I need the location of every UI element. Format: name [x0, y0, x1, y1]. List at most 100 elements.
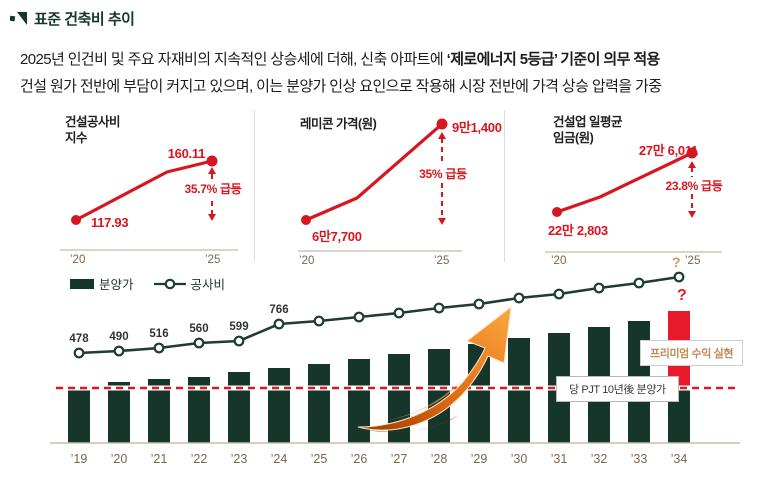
panel-divider	[504, 110, 505, 262]
intro-paragraph: 2025년 인건비 및 주요 자재비의 지속적인 상승세에 더해, 신축 아파트…	[20, 46, 662, 100]
cost-point	[73, 347, 85, 359]
panel-divider	[254, 110, 255, 262]
chart-title: 레미콘 가격(원)	[300, 117, 377, 131]
year-label: ’20	[111, 452, 128, 466]
price-bar	[228, 372, 250, 443]
change-percent-label: 23.8% 급등	[653, 177, 735, 194]
page-header: 표준 건축비 추이	[10, 8, 135, 29]
highlight-bar-question-marker: ?	[677, 287, 687, 304]
growth-arrow-icon	[357, 305, 512, 433]
year-label: ’32	[591, 452, 608, 466]
cost-point	[593, 282, 605, 294]
cost-point	[233, 335, 245, 347]
change-percent-label: 35.7% 급등	[173, 180, 253, 197]
cost-point	[513, 292, 525, 304]
cost-point	[113, 345, 125, 357]
cost-value-label: 516	[149, 328, 168, 340]
intro-line-2: 건설 원가 전반에 부담이 커지고 있으며, 이는 분양가 인상 요인으로 작용…	[20, 78, 662, 95]
price-bar	[308, 364, 330, 443]
arrow-up-icon	[688, 161, 696, 168]
x-tick-end: ’25	[434, 255, 450, 267]
cost-point	[353, 311, 365, 323]
price-bar	[68, 386, 90, 443]
cost-point	[633, 277, 645, 289]
chart-title: 건설업 일평균 임금(원)	[553, 115, 622, 145]
cost-point	[153, 342, 165, 354]
legend: 분양가 공사비	[70, 274, 237, 293]
cost-point	[393, 307, 405, 319]
price-bar	[188, 377, 210, 443]
end-value-label: 9만1,400	[452, 120, 502, 135]
year-label: ’24	[271, 452, 288, 466]
cost-point	[193, 337, 205, 349]
mini-chart-daily-wage: 건설업 일평균 임금(원) 22만 2,803 27만 6,011 23.8% …	[505, 108, 760, 268]
trend-line	[75, 159, 213, 222]
x-tick-end: ’25	[685, 255, 701, 267]
mini-chart-remicon-price: 레미콘 가격(원) 6만7,700 9만1,400 35% 급등 ’20 ’25	[255, 108, 502, 268]
mini-chart-construction-cost-index: 건설공사비 지수 117.93 160.11 35.7% 급등 ’20 ’25	[45, 108, 253, 268]
cost-value-label: 478	[69, 333, 89, 345]
end-point	[206, 155, 218, 167]
year-label: ’25	[311, 452, 328, 466]
price-bar	[108, 382, 130, 443]
page-title: 표준 건축비 추이	[34, 11, 135, 28]
arrow-up-icon	[438, 132, 446, 139]
cost-point	[433, 302, 445, 314]
cost-value-label: 599	[229, 321, 248, 333]
cost-value-label: 490	[109, 331, 128, 343]
year-label: ’31	[551, 452, 568, 466]
price-trend-line-svg	[298, 118, 462, 252]
end-value-label: 160.11	[167, 146, 206, 161]
arrow-down-icon	[688, 211, 696, 218]
trend-line	[556, 151, 693, 214]
x-tick-end: ’25	[205, 254, 221, 266]
year-label: ’27	[391, 452, 408, 466]
year-label: ’34	[671, 452, 688, 466]
cost-value-label: 766	[269, 304, 288, 316]
start-point	[71, 215, 81, 225]
start-value-label: 6만7,700	[312, 229, 362, 244]
year-label: ’26	[351, 452, 368, 466]
year-label: ’23	[231, 452, 248, 466]
arrow-up-icon	[208, 167, 216, 174]
year-label: ’22	[191, 452, 208, 466]
arrow-down-icon	[438, 218, 446, 225]
price-bar	[348, 359, 370, 443]
year-label: ’28	[431, 452, 448, 466]
start-value-label: 22만 2,803	[548, 223, 608, 238]
cost-point	[673, 271, 685, 283]
year-label: ’21	[151, 452, 168, 466]
flag-logo-icon	[10, 11, 27, 25]
intro-line-1: 2025년 인건비 및 주요 자재비의 지속적인 상승세에 더해, 신축 아파트…	[20, 51, 661, 68]
cost-point	[473, 298, 485, 310]
intro-line-1-bold: ‘제로에너지 5등급’ 기준이 의무 적용	[446, 51, 661, 68]
start-point	[301, 215, 311, 225]
year-label: ’29	[471, 452, 488, 466]
x-tick-start: ’20	[70, 254, 86, 266]
start-value-label: 117.93	[91, 215, 129, 230]
premium-annotation: 프리미엄 수익 실현	[640, 340, 744, 366]
line-circle-swatch-icon	[153, 278, 186, 289]
legend-line-label: 공사비	[190, 278, 226, 292]
wage-trend-line-svg	[545, 147, 722, 253]
trend-line	[305, 122, 444, 222]
start-point	[552, 207, 562, 217]
end-point	[436, 118, 448, 130]
year-label: ’19	[71, 452, 88, 466]
x-tick-start: ’20	[299, 255, 315, 267]
cost-value-label: 560	[189, 323, 208, 335]
chart-title: 건설공사비 지수	[65, 115, 121, 145]
end-value-label: 27만 6,011	[638, 143, 698, 158]
legend-item-price: 분양가	[70, 274, 134, 293]
main-bar-line-chart: 478 490 516 560 599 766 ’19 ’20 ’21 ’22 ’23 ’24 ’25 ’…	[50, 271, 740, 466]
end-point	[686, 147, 698, 159]
change-percent-label: 35% 급등	[405, 165, 481, 182]
bar-swatch-icon	[70, 278, 94, 289]
cost-point	[553, 288, 565, 300]
price-bar	[428, 349, 450, 443]
price-bar	[268, 368, 290, 443]
arrow-down-icon	[208, 214, 216, 221]
cost-line	[78, 275, 680, 355]
cost-point	[273, 318, 285, 330]
